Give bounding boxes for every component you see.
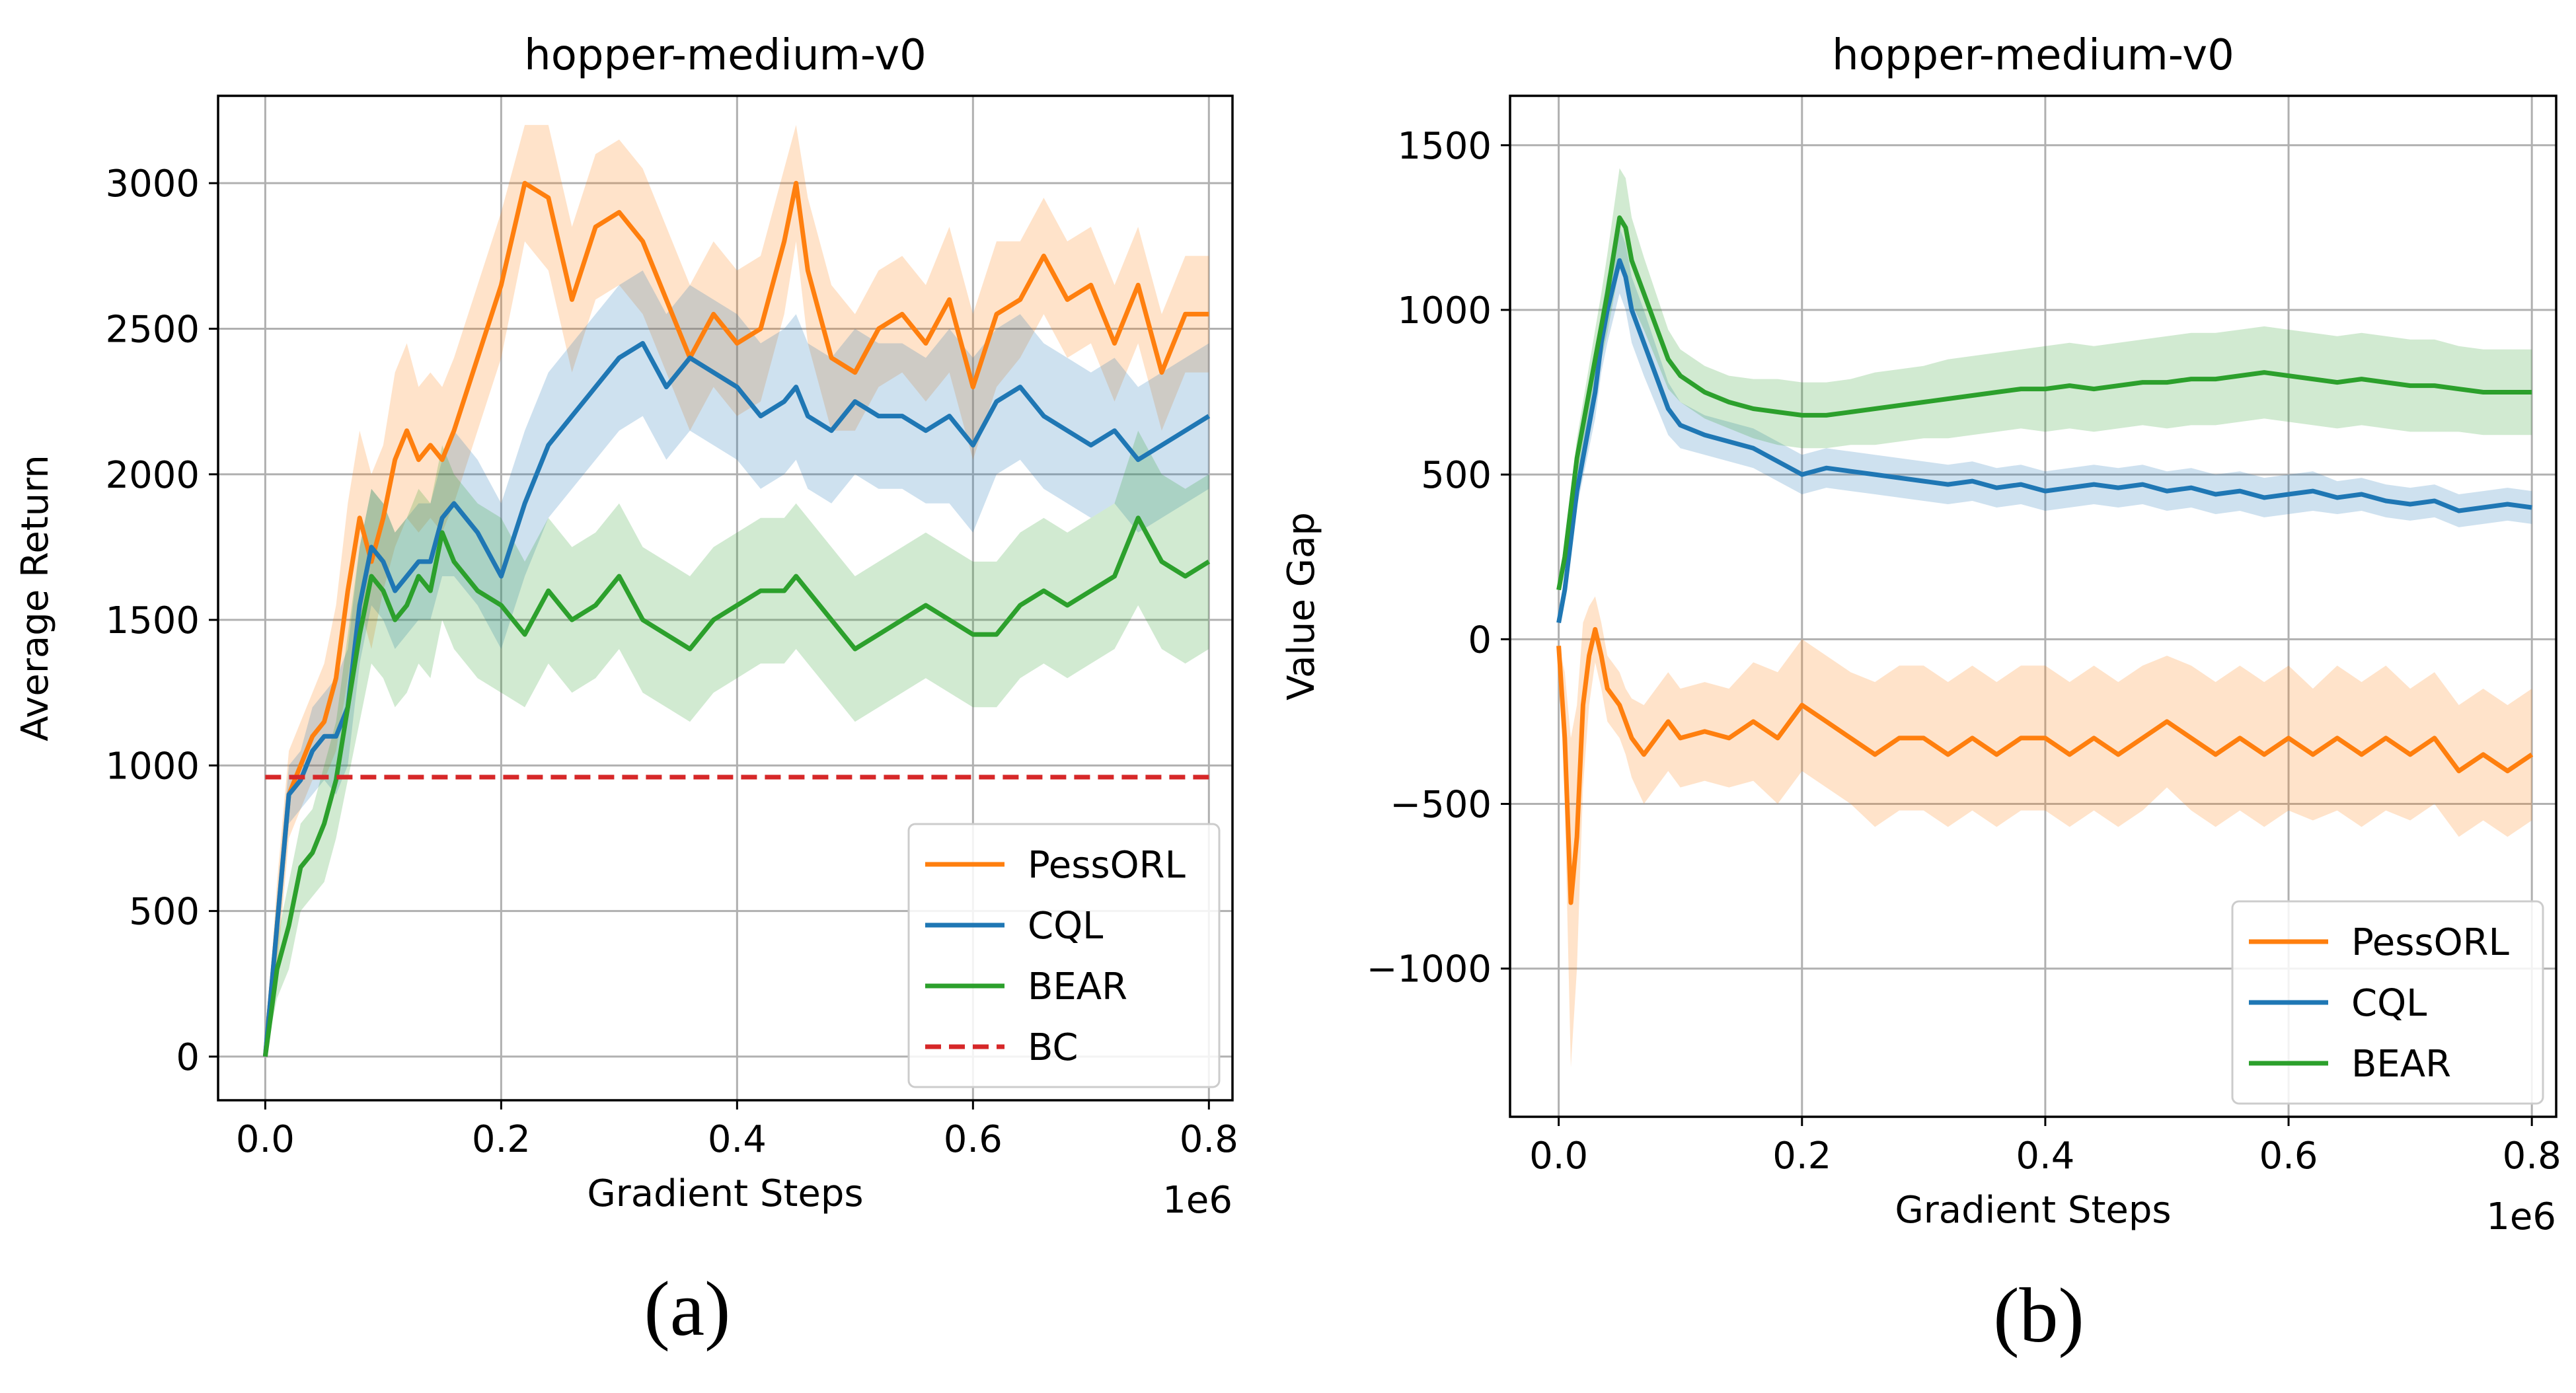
y-axis-label: Value Gap (1280, 512, 1323, 700)
x-tick-label: 0.2 (1772, 1135, 1831, 1178)
y-tick-label: −500 (1390, 784, 1492, 827)
x-tick-label: 0.4 (708, 1118, 767, 1161)
legend: PessORL CQL BEAR (2231, 900, 2544, 1105)
axes-frame (1509, 94, 2557, 1118)
series-line-cql (262, 341, 1211, 1057)
y-tick-label: 2000 (105, 454, 200, 497)
series-line-bear (1556, 215, 2532, 591)
legend-label-cql: CQL (2351, 982, 2427, 1025)
y-tick-label: 0 (1468, 619, 1492, 661)
x-tick-label: 0.0 (1529, 1135, 1588, 1178)
legend-label-cql: CQL (1028, 905, 1103, 948)
legend-box (907, 823, 1221, 1088)
x-axis-label: Gradient Steps (1895, 1189, 2171, 1232)
axes-frame (217, 94, 1234, 1102)
series-line-bear (262, 515, 1211, 1057)
legend-label-pessorl: PessORL (2351, 921, 2509, 964)
band-cql (265, 270, 1209, 1057)
y-tick-label: 2500 (105, 308, 200, 351)
series-line-cql (1556, 258, 2532, 624)
chart-panel-b: 0.0 0.2 0.4 0.6 0.8 −1000 −500 0 500 1000 1500 hopp… (1280, 31, 2561, 1359)
legend-label-bear: BEAR (2351, 1043, 2451, 1086)
x-tick-label: 0.6 (2259, 1135, 2318, 1178)
y-tick-label: 1500 (1397, 125, 1492, 168)
chart-title: hopper-medium-v0 (524, 31, 927, 80)
y-axis-label: Average Return (14, 455, 57, 741)
legend-label-bc: BC (1028, 1026, 1079, 1069)
legend-box (2231, 900, 2544, 1105)
y-tick-label: 500 (1421, 454, 1492, 497)
legend-label-bear: BEAR (1028, 965, 1127, 1008)
y-tick-label: 3000 (105, 163, 200, 206)
legend: PessORL CQL BEAR BC (907, 823, 1221, 1088)
x-tick-label: 0.4 (2016, 1135, 2074, 1178)
panel-caption: (b) (1993, 1272, 2084, 1359)
legend-label-pessorl: PessORL (1028, 844, 1186, 887)
x-offset-text: 1e6 (2486, 1195, 2556, 1238)
x-offset-text: 1e6 (1162, 1179, 1232, 1222)
y-tick-label: 1000 (105, 745, 200, 788)
band-bear (265, 430, 1209, 1057)
x-axis-label: Gradient Steps (587, 1172, 863, 1215)
series-line-pessorl (262, 180, 1209, 1057)
x-tick-label: 0.8 (1180, 1118, 1238, 1161)
series-line-pessorl (1556, 626, 2534, 905)
y-tick-label: 1500 (105, 599, 200, 642)
y-tick-label: 1000 (1397, 289, 1492, 332)
chart-panel-a: 0.0 0.2 0.4 0.6 0.8 0 500 1000 1500 2000 2500 3000 h… (14, 31, 1238, 1352)
y-tick-label: −1000 (1367, 948, 1492, 991)
x-tick-label: 0.6 (944, 1118, 1003, 1161)
y-tick-label: 0 (176, 1036, 200, 1079)
x-tick-label: 0.0 (236, 1118, 295, 1161)
chart-title: hopper-medium-v0 (1832, 31, 2234, 80)
band-pessorl (265, 125, 1209, 1057)
y-tick-label: 500 (129, 891, 200, 934)
x-tick-label: 0.8 (2503, 1135, 2561, 1178)
band-pessorl (1558, 596, 2532, 1068)
x-tick-label: 0.2 (472, 1118, 531, 1161)
panel-caption: (a) (644, 1265, 731, 1352)
band-bear (1558, 168, 2532, 590)
